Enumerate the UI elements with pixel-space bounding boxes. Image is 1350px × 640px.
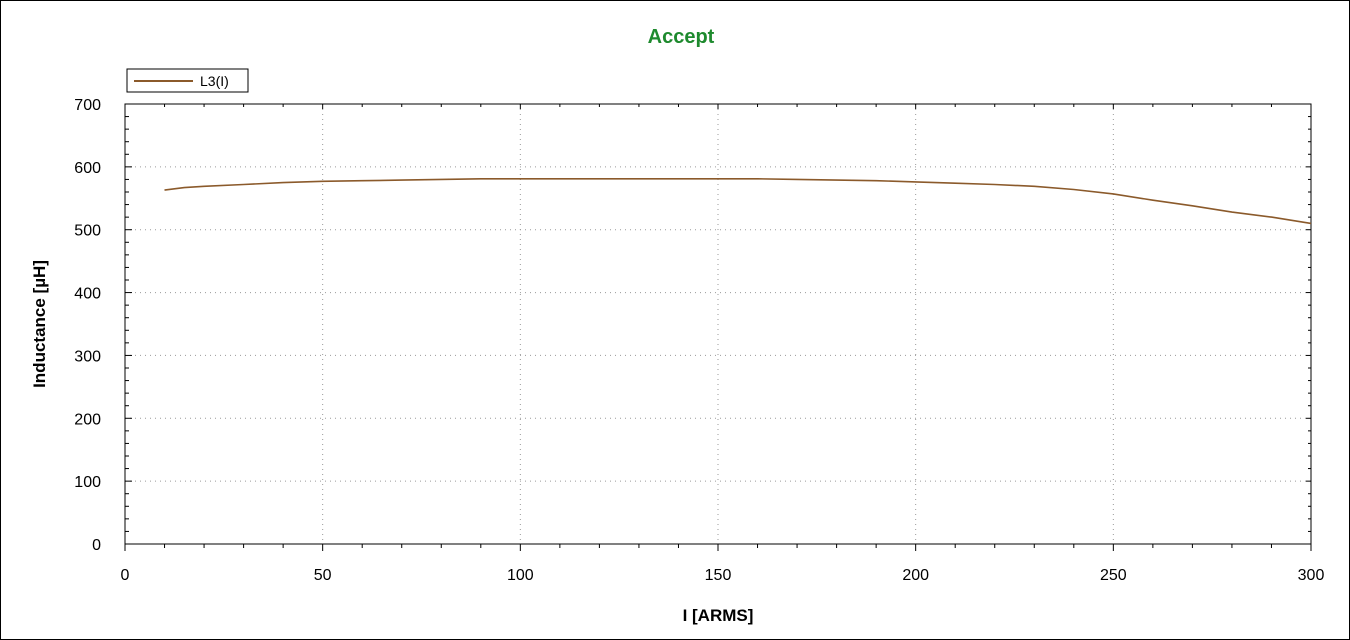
y-tick-label: 200	[74, 411, 101, 428]
x-tick-label: 0	[121, 567, 130, 584]
y-axis-title: Inductance [µH]	[30, 260, 49, 388]
chart-title: Accept	[648, 26, 715, 48]
y-tick-label: 100	[74, 474, 101, 491]
x-tick-label: 200	[902, 567, 929, 584]
x-tick-label: 100	[507, 567, 534, 584]
x-tick-label: 50	[314, 567, 332, 584]
tick-layer	[124, 103, 1312, 551]
y-tick-label: 0	[92, 537, 101, 554]
x-tick-label: 250	[1100, 567, 1127, 584]
y-tick-label: 600	[74, 160, 101, 177]
legend-label-l3: L3(I)	[200, 73, 229, 89]
legend: L3(I)	[126, 68, 249, 93]
x-tick-label: 300	[1298, 567, 1325, 584]
y-tick-label: 700	[74, 97, 101, 114]
series-line-l3	[164, 178, 1312, 225]
y-tick-label: 300	[74, 348, 101, 365]
tick-label-layer: 0 50 100 150 200 250 300 0 100 200 300 400 500 600 700	[74, 97, 1324, 584]
series-layer	[164, 178, 1312, 225]
y-tick-label: 400	[74, 286, 101, 303]
x-axis-title: I [ARMS]	[683, 606, 754, 625]
x-tick-label: 150	[705, 567, 732, 584]
grid-layer	[125, 104, 1311, 544]
y-tick-label: 500	[74, 223, 101, 240]
